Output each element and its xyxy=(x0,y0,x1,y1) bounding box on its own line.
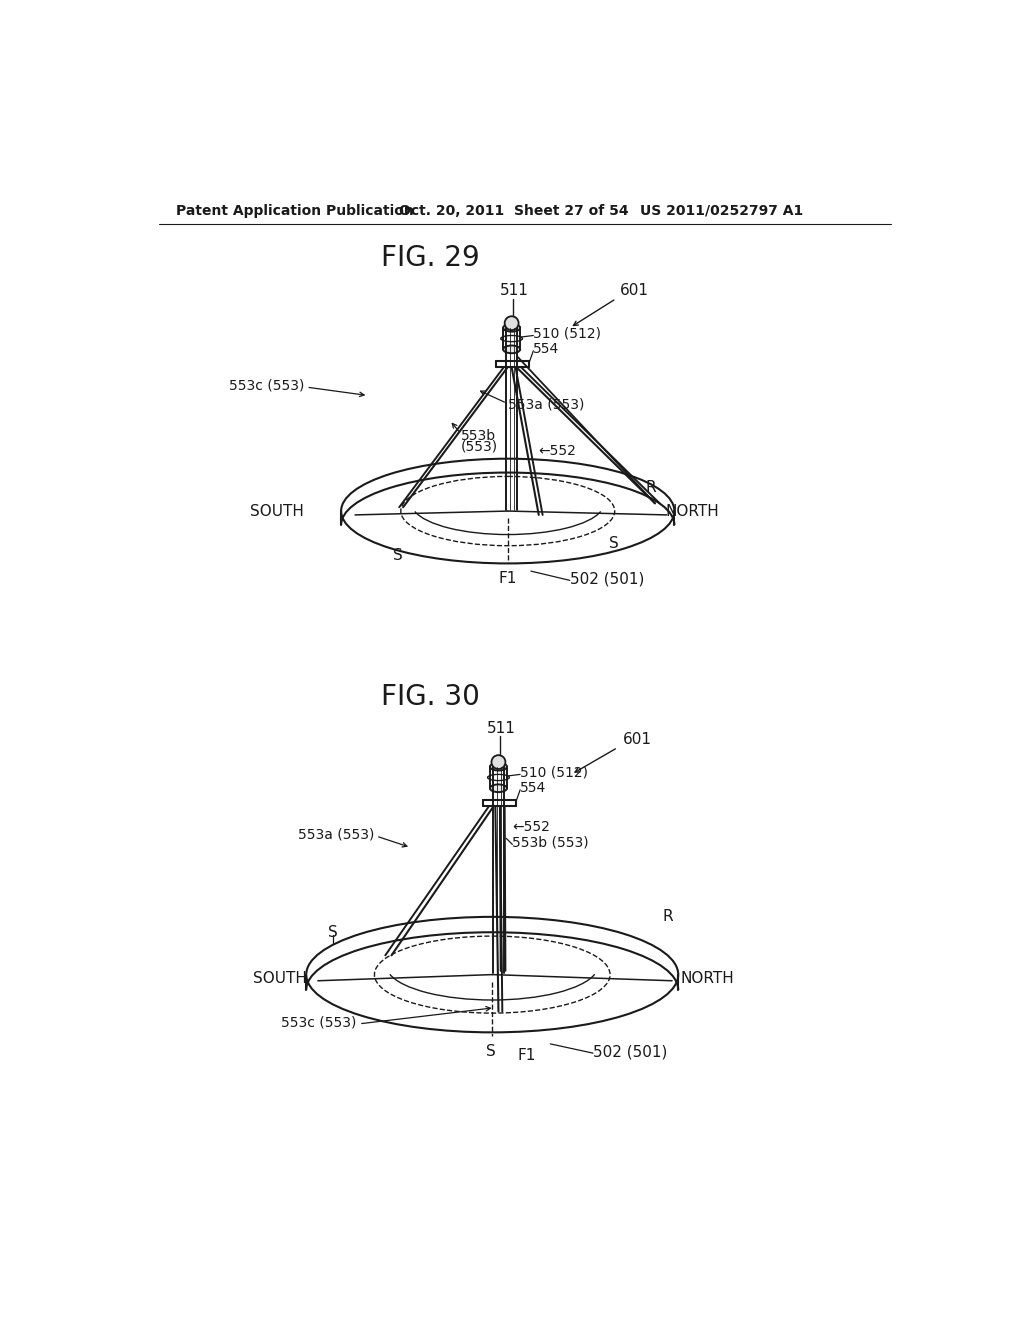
Text: ←552: ←552 xyxy=(512,820,550,834)
Text: 553b (553): 553b (553) xyxy=(512,836,589,849)
Text: Patent Application Publication: Patent Application Publication xyxy=(176,203,414,218)
Text: 601: 601 xyxy=(623,733,651,747)
Text: US 2011/0252797 A1: US 2011/0252797 A1 xyxy=(640,203,803,218)
Text: 510 (512): 510 (512) xyxy=(534,327,601,341)
Ellipse shape xyxy=(489,763,507,771)
Text: 553b: 553b xyxy=(461,429,497,442)
Text: SOUTH: SOUTH xyxy=(253,972,307,986)
Text: ←552: ←552 xyxy=(539,444,577,458)
Ellipse shape xyxy=(503,323,520,331)
Text: FIG. 30: FIG. 30 xyxy=(381,684,479,711)
Text: FIG. 29: FIG. 29 xyxy=(381,244,479,272)
Text: Oct. 20, 2011  Sheet 27 of 54: Oct. 20, 2011 Sheet 27 of 54 xyxy=(399,203,629,218)
Text: 601: 601 xyxy=(621,284,649,298)
Text: R: R xyxy=(646,480,656,495)
Text: F1: F1 xyxy=(517,1048,536,1063)
Ellipse shape xyxy=(503,346,520,354)
Text: S: S xyxy=(328,925,338,940)
Text: S: S xyxy=(608,536,618,550)
Text: NORTH: NORTH xyxy=(681,972,734,986)
Ellipse shape xyxy=(489,784,507,792)
Text: 554: 554 xyxy=(534,342,559,356)
Text: 554: 554 xyxy=(520,781,547,795)
Text: 502 (501): 502 (501) xyxy=(569,572,644,586)
Text: SOUTH: SOUTH xyxy=(250,503,304,519)
Text: 511: 511 xyxy=(486,721,516,735)
Text: 502 (501): 502 (501) xyxy=(593,1044,668,1059)
Text: R: R xyxy=(663,909,674,924)
Text: 553c (553): 553c (553) xyxy=(229,379,305,392)
Text: 553c (553): 553c (553) xyxy=(282,1015,356,1030)
Text: 553a (553): 553a (553) xyxy=(508,397,584,412)
Text: NORTH: NORTH xyxy=(666,503,719,519)
Text: F1: F1 xyxy=(499,572,517,586)
Ellipse shape xyxy=(492,755,506,770)
Ellipse shape xyxy=(505,317,518,330)
Text: (553): (553) xyxy=(461,440,499,453)
Text: 510 (512): 510 (512) xyxy=(520,766,588,780)
Text: 511: 511 xyxy=(500,284,528,298)
Text: S: S xyxy=(486,1044,496,1059)
Text: S: S xyxy=(393,548,402,564)
Text: 553a (553): 553a (553) xyxy=(298,828,375,841)
